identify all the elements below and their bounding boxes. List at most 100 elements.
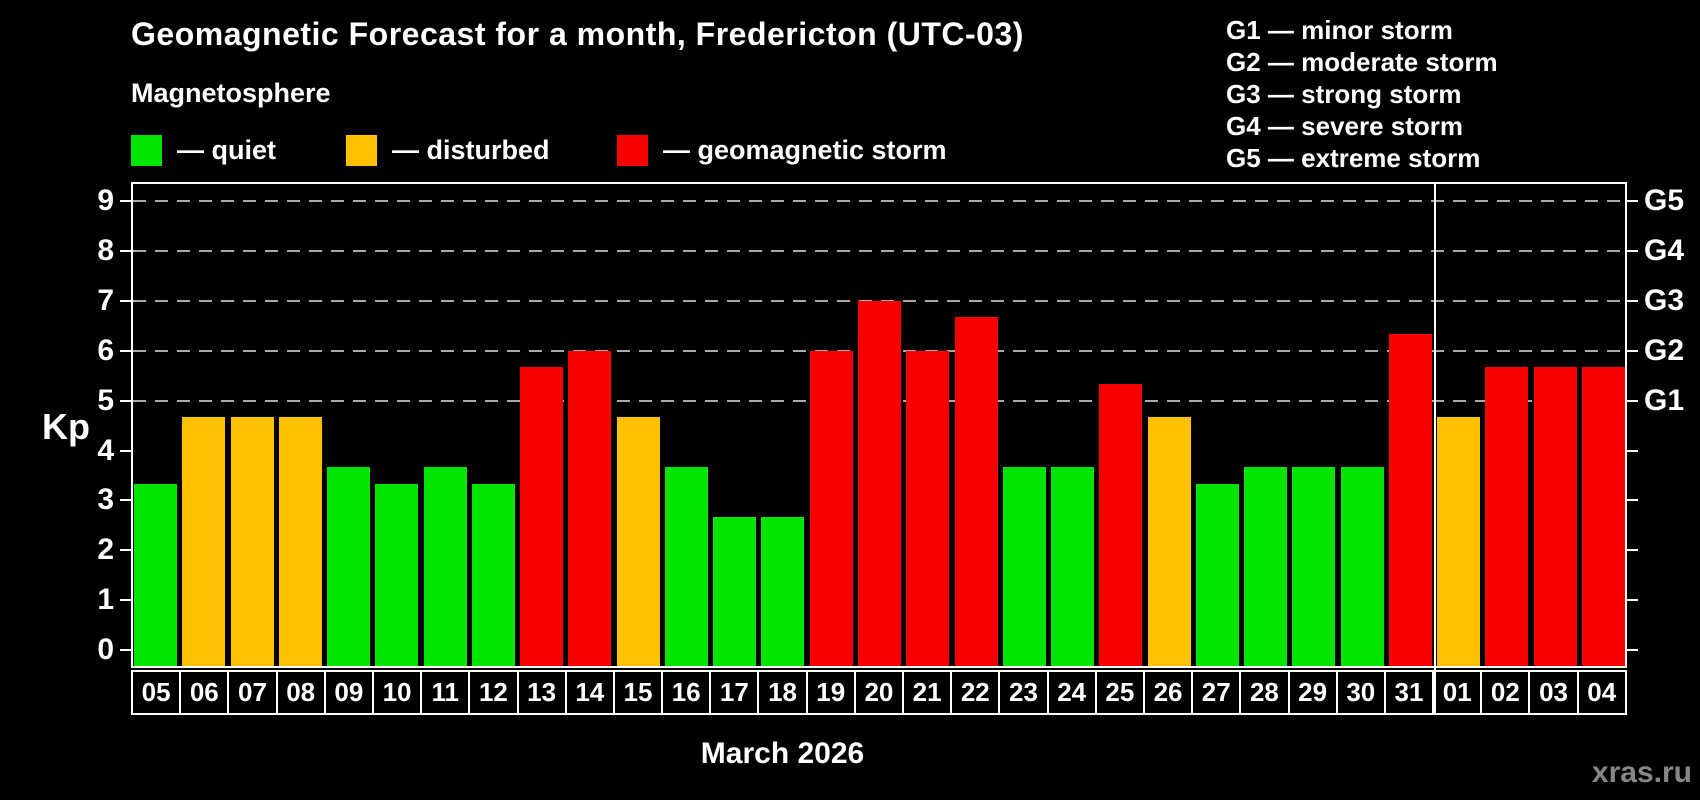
right-tick-kp5 [1627,399,1638,402]
plot-inner [133,184,1625,666]
bar-day-02 [1485,367,1529,666]
bar-day-27 [1195,483,1239,666]
gridline-kp7 [133,299,1625,302]
bar-day-25 [1099,384,1143,666]
bar-day-10 [375,483,419,666]
legend-label-storm: — geomagnetic storm [663,134,947,165]
y-tick-label-5: 5 [97,383,114,417]
y-tick-label-9: 9 [97,184,114,218]
bar-day-22 [954,317,998,666]
watermark: xras.ru [1591,756,1692,789]
bar-day-11 [423,467,467,666]
bar-day-19 [809,350,853,666]
day-label-28: 28 [1239,670,1290,715]
day-label-22: 22 [950,670,1001,715]
y-axis-label: Kp [42,406,90,448]
magnetosphere-subtitle: Magnetosphere [131,78,331,108]
month-boundary-line [1433,182,1436,715]
day-label-11: 11 [420,670,471,715]
storm-scale-g3: G3 — strong storm [1226,79,1462,109]
gridline-kp9 [133,200,1625,203]
x-axis-day-labels: 05 06 07 08 09 10 11 12 13 14 15 16 17 18 19 20 21 22 23 24… [131,670,1627,715]
bar-day-24 [1051,467,1095,666]
plot-area [131,182,1627,668]
legend-label-disturbed: — disturbed [392,134,550,165]
bar-day-04 [1581,367,1625,666]
left-tick-kp8 [120,250,131,253]
left-tick-kp5 [120,399,131,402]
page-title: Geomagnetic Forecast for a month, Freder… [131,16,1024,52]
day-label-01: 01 [1432,670,1483,715]
y-tick-label-4: 4 [97,433,114,467]
day-label-24: 24 [1046,670,1097,715]
day-label-25: 25 [1094,670,1145,715]
bar-day-09 [327,467,371,666]
left-tick-kp9 [120,200,131,203]
day-label-09: 09 [323,670,374,715]
y-tick-label-8: 8 [97,234,114,268]
right-tick-kp9 [1627,200,1638,203]
storm-color-swatch [617,134,648,166]
storm-scale-g4: G4 — severe storm [1226,111,1464,141]
legend-label-quiet: — quiet [177,134,276,165]
right-tick-kp4 [1627,449,1638,452]
day-label-03: 03 [1528,670,1579,715]
right-tick-kp2 [1627,549,1638,552]
legend-item-quiet: — quiet [131,134,276,166]
bar-day-15 [616,417,660,666]
right-tick-kp7 [1627,299,1638,302]
right-axis-label-g4: G4 [1644,234,1685,268]
bar-day-17 [713,516,757,666]
bar-day-14 [568,350,612,666]
left-tick-kp0 [120,649,131,651]
right-axis-label-g1: G1 [1644,383,1685,417]
day-label-27: 27 [1191,670,1242,715]
bar-day-21 [906,350,950,666]
day-label-10: 10 [371,670,423,715]
day-label-17: 17 [709,670,760,715]
day-label-08: 08 [275,670,326,715]
right-tick-kp3 [1627,499,1638,502]
y-tick-label-1: 1 [97,583,114,617]
bar-day-07 [230,417,274,666]
bar-day-12 [471,483,515,666]
day-label-02: 02 [1480,670,1531,715]
right-tick-kp1 [1627,599,1638,602]
bar-day-29 [1292,467,1336,666]
legend-item-disturbed: — disturbed [346,134,550,166]
left-tick-kp1 [120,599,131,602]
right-tick-kp0 [1627,649,1638,651]
bar-day-26 [1147,417,1191,666]
y-tick-label-6: 6 [97,333,114,367]
bar-day-30 [1340,467,1384,666]
day-label-30: 30 [1335,670,1386,715]
day-label-31: 31 [1383,670,1435,715]
day-label-21: 21 [902,670,953,715]
right-axis-label-g3: G3 [1644,283,1685,317]
left-tick-kp4 [120,449,131,452]
disturbed-color-swatch [346,134,377,166]
day-label-29: 29 [1287,670,1338,715]
bar-day-05 [134,483,178,666]
y-tick-label-0: 0 [97,633,114,666]
y-tick-label-2: 2 [97,533,114,567]
bar-day-13 [520,367,564,666]
day-label-23: 23 [998,670,1049,715]
bar-day-03 [1533,367,1577,666]
bar-day-01 [1437,417,1481,666]
day-label-06: 06 [179,670,230,715]
bar-day-18 [761,516,805,666]
day-label-19: 19 [805,670,856,715]
day-label-15: 15 [612,670,664,715]
storm-scale-g1: G1 — minor storm [1226,15,1453,45]
day-label-12: 12 [468,670,519,715]
right-axis-label-g2: G2 [1644,333,1685,367]
bar-day-23 [1002,467,1046,666]
day-label-20: 20 [853,670,904,715]
left-tick-kp7 [120,299,131,302]
bar-day-08 [278,417,322,666]
bar-day-28 [1244,467,1288,666]
y-tick-label-7: 7 [97,283,114,317]
storm-scale-legend: G1 — minor storm G2 — moderate storm G3 … [1226,14,1498,174]
